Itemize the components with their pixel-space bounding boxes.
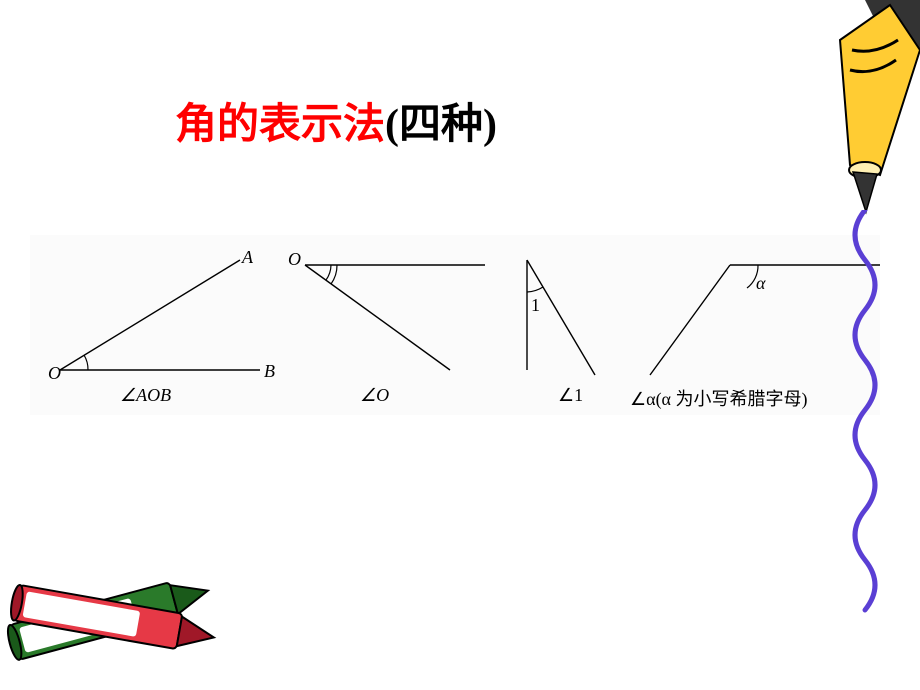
angle-alpha	[30, 235, 890, 395]
caption-alpha: ∠α(α 为小写希腊字母)	[630, 385, 808, 411]
title-main: 角的表示法	[175, 102, 385, 148]
crayons-bottom-left-icon	[0, 510, 280, 690]
diagram-container: A O B ∠AOB O ∠O 1 ∠1 α ∠α(α 为小写希腊字母)	[30, 235, 880, 415]
page-title: 角的表示法(四种)	[175, 90, 497, 151]
squiggle-right-icon	[835, 210, 895, 630]
title-sub: (四种)	[385, 102, 497, 148]
label-alpha: α	[756, 273, 765, 294]
crayon-top-right-icon	[780, 0, 920, 230]
